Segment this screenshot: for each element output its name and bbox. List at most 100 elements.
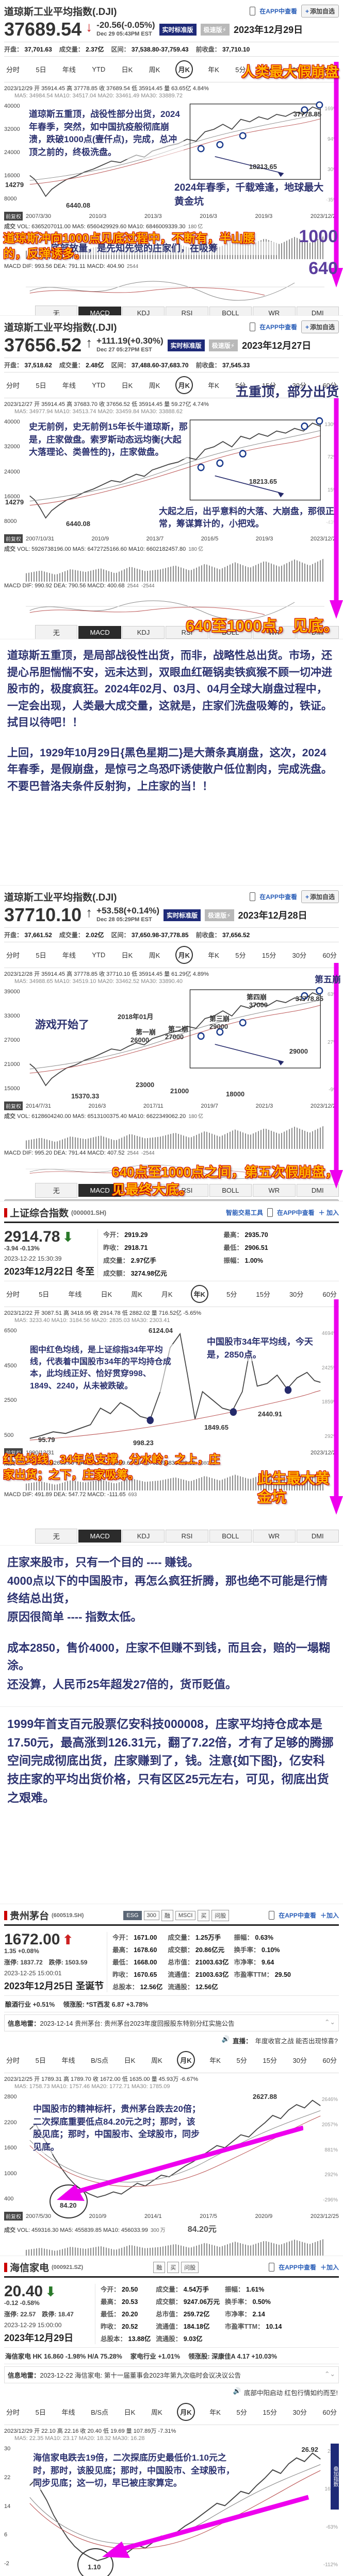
news-mine-row[interactable]: 信息地雷：2023-12-14 贵州茅台: 贵州茅台2023年度回报股东特别分红… xyxy=(4,2014,339,2031)
fast-badge[interactable]: 极速版⚡ xyxy=(208,339,238,351)
period-tab[interactable]: 年K xyxy=(208,952,219,959)
indicator-tab[interactable]: MACD xyxy=(78,1530,121,1543)
period-tab[interactable]: 日K xyxy=(121,382,133,389)
period-tab[interactable]: 30分 xyxy=(289,1291,304,1298)
period-tab[interactable]: 5分 xyxy=(226,1291,237,1298)
period-tab[interactable]: 30分 xyxy=(292,952,307,959)
period-tab[interactable]: 年K xyxy=(190,1285,209,1303)
stock-tag[interactable]: 融 xyxy=(153,2261,166,2273)
period-tab[interactable]: 周K xyxy=(149,952,160,959)
period-tab[interactable]: 月K xyxy=(175,376,193,394)
indicator-tab[interactable]: 无 xyxy=(35,1529,78,1544)
period-tab[interactable]: 日K xyxy=(121,952,133,959)
period-tab[interactable]: 年K xyxy=(209,2409,221,2416)
period-tab[interactable]: 年线 xyxy=(62,382,76,389)
period-tab[interactable]: 5分 xyxy=(235,66,246,74)
stock-tag[interactable]: 300 xyxy=(143,1910,159,1920)
period-tab[interactable]: 60分 xyxy=(322,1291,337,1298)
period-tab[interactable]: 15分 xyxy=(256,1291,270,1298)
add-watch-button[interactable]: + 添加自选 xyxy=(301,320,339,333)
indicator-tab[interactable]: DMI xyxy=(296,1530,339,1543)
period-tab[interactable]: B/S点 xyxy=(91,2409,109,2416)
period-tab[interactable]: 年线 xyxy=(61,2409,75,2416)
realtime-badge[interactable]: 实时标准版 xyxy=(159,23,197,36)
indicator-tab[interactable]: 无 xyxy=(35,1183,78,1198)
price-chart[interactable]: 6500 4500 2500 500 4694% 2425% 1859% 292% 6124… xyxy=(4,1326,339,1447)
period-tab[interactable]: 分时 xyxy=(6,1291,20,1298)
period-tab[interactable]: 30分 xyxy=(292,2409,307,2416)
period-tab[interactable]: 5分 xyxy=(236,2057,247,2064)
realtime-badge[interactable]: 实时标准版 xyxy=(164,909,201,921)
smart-trade-link[interactable]: 智能交易工具 xyxy=(225,1209,263,1216)
indicator-tab[interactable]: BOLL xyxy=(209,1530,252,1543)
compare-index-vertical-button[interactable]: 叠加指数 xyxy=(331,2444,339,2510)
add-watch-button[interactable]: + 添加自选 xyxy=(301,5,339,18)
period-tab[interactable]: 30分 xyxy=(292,66,307,74)
period-tab[interactable]: 5日 xyxy=(36,382,46,389)
period-tab[interactable]: 分时 xyxy=(6,2409,20,2416)
live-banner[interactable]: 🔊 直播： 年度收官之战 能否出现惊喜? xyxy=(221,2036,338,2045)
period-tab[interactable]: 周K xyxy=(151,2409,162,2416)
view-in-app-link[interactable]: 在APP中查看 xyxy=(279,2264,316,2271)
period-tab[interactable]: 周K xyxy=(131,1291,142,1298)
period-tab[interactable]: 15分 xyxy=(263,2057,277,2064)
period-tab[interactable]: 日K xyxy=(124,2409,136,2416)
period-tab[interactable]: 15分 xyxy=(262,382,276,389)
add-link[interactable]: ＋ 加入 xyxy=(318,1209,339,1216)
indicator-tab[interactable]: MACD xyxy=(78,307,121,315)
period-tab[interactable]: 5日 xyxy=(35,2057,46,2064)
period-tab[interactable]: 月K xyxy=(177,2403,195,2421)
period-tab[interactable]: 5分 xyxy=(235,952,246,959)
indicator-tab[interactable]: WR xyxy=(253,1530,296,1543)
live-banner[interactable]: 🔊 底部中阳启动 红包行情如约而至! xyxy=(233,2387,338,2397)
stock-tag[interactable]: 融 xyxy=(161,1909,173,1921)
period-tab[interactable]: 5日 xyxy=(36,66,46,74)
indicator-tab[interactable]: DMI xyxy=(296,307,339,315)
view-in-app-link[interactable]: 在APP中查看 xyxy=(259,893,297,901)
period-tab[interactable]: 30分 xyxy=(292,2057,307,2064)
period-tab[interactable]: 分时 xyxy=(6,66,20,74)
period-tab[interactable]: 60分 xyxy=(322,66,337,74)
period-tab[interactable]: 月K xyxy=(161,1291,173,1298)
period-tab[interactable]: 年线 xyxy=(62,66,76,74)
period-tab[interactable]: YTD xyxy=(92,951,106,959)
forward-adj-badge[interactable]: 前复权 xyxy=(4,534,23,543)
stock-tag[interactable]: ESG xyxy=(123,1910,142,1920)
period-tab[interactable]: YTD xyxy=(92,65,106,73)
add-watch-button[interactable]: + 添加自选 xyxy=(301,890,339,903)
indicator-tab[interactable]: RSI xyxy=(166,1530,208,1543)
period-tab[interactable]: 5分 xyxy=(235,382,246,389)
news-mine-row[interactable]: 信息地雷：2023-12-22 海信家电: 第十一届董事会2023年第九次临时会… xyxy=(4,2366,339,2383)
indicator-tab[interactable]: DMI xyxy=(296,1184,339,1197)
indicator-tab[interactable]: KDJ xyxy=(122,1530,165,1543)
stock-tag[interactable]: 问股 xyxy=(211,1909,230,1921)
indicator-tab[interactable]: MACD xyxy=(78,1184,121,1197)
period-tab[interactable]: 60分 xyxy=(322,382,337,389)
view-in-app-link[interactable]: 在APP中查看 xyxy=(259,324,297,331)
view-in-app-link[interactable]: 在APP中查看 xyxy=(276,1209,315,1216)
price-chart[interactable]: 2800 2200 1600 1000 400 2646% 2057% 881% 292% -2… xyxy=(4,2092,339,2218)
period-tab[interactable]: 分时 xyxy=(6,952,20,959)
period-tab[interactable]: B/S点 xyxy=(91,2057,109,2064)
period-tab[interactable]: 15分 xyxy=(262,952,276,959)
period-tab[interactable]: 周K xyxy=(149,66,160,74)
period-tab[interactable]: 5分 xyxy=(236,2409,247,2416)
period-tab[interactable]: 分时 xyxy=(6,2057,20,2064)
period-tab[interactable]: 年K xyxy=(208,66,219,74)
period-tab[interactable]: 30分 xyxy=(292,382,307,389)
realtime-badge[interactable]: 实时标准版 xyxy=(167,339,205,351)
period-tab[interactable]: 5日 xyxy=(36,952,46,959)
indicator-tab[interactable]: WR xyxy=(253,1184,296,1197)
period-tab[interactable]: 年线 xyxy=(68,1291,82,1298)
period-tab[interactable]: 分时 xyxy=(6,382,20,389)
indicator-tab[interactable]: KDJ xyxy=(122,1184,165,1197)
indicator-tab[interactable]: 无 xyxy=(35,625,78,639)
stock-tag[interactable]: MSCI xyxy=(175,1910,196,1920)
stock-tag[interactable]: 买 xyxy=(167,2261,179,2273)
fast-badge[interactable]: 极速版⚡ xyxy=(200,23,230,36)
price-chart[interactable]: 40000 32000 24000 16000 8000 169% 94% 30% -35% … xyxy=(4,101,339,210)
indicator-tab[interactable]: RSI xyxy=(166,307,208,315)
price-chart[interactable]: 39000 33000 27000 21000 15000 63% 27% -9% 游戏开始… xyxy=(4,987,339,1100)
